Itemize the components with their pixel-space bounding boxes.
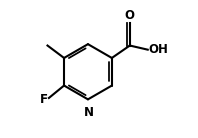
Text: O: O bbox=[125, 9, 135, 22]
Text: F: F bbox=[40, 93, 48, 106]
Text: N: N bbox=[84, 106, 94, 119]
Text: OH: OH bbox=[148, 43, 168, 56]
